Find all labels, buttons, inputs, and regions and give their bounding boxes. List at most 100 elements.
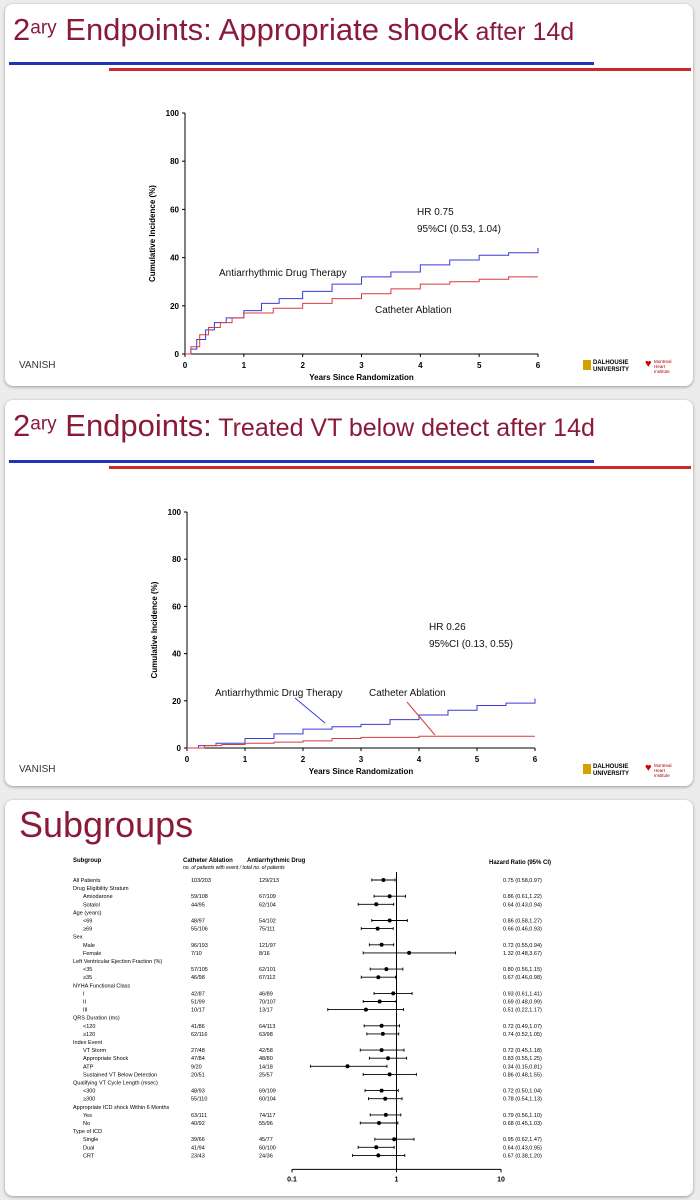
hazard-ratio-point	[387, 894, 392, 899]
hazard-ratio-value: 0.67 (0.46,0.98)	[503, 975, 542, 981]
header-antiarrhythmic: Antiarrhythmic Drug	[247, 858, 306, 864]
header-hazard-ratio: Hazard Ratio (95% CI)	[489, 860, 551, 866]
subgroup-label: III	[83, 1008, 88, 1014]
drug-count: 55/96	[259, 1121, 273, 1127]
subgroup-header: Qualifying VT Cycle Length (msec)	[73, 1081, 158, 1087]
title-underline-blue	[9, 62, 594, 65]
drug-count: 46/89	[259, 991, 273, 997]
x-axis-label: Years Since Randomization	[309, 767, 414, 776]
subgroup-label: Amiodarone	[83, 894, 113, 900]
title-main: Endpoints:	[56, 408, 212, 443]
hazard-ratio-value: 0.69 (0.48,0.99)	[503, 1000, 542, 1006]
subgroup-label: Male	[83, 943, 95, 949]
x-tick-label: 2	[301, 755, 306, 764]
hazard-ratio-label: HR 0.75	[417, 207, 454, 218]
drug-count: 8/16	[259, 951, 270, 957]
series-label-antiarrhythmic: Antiarrhythmic Drug Therapy	[215, 688, 343, 699]
series-label-ablation: Catheter Ablation	[369, 688, 446, 699]
ablation-count: 46/98	[191, 975, 205, 981]
hazard-ratio-point	[387, 918, 392, 923]
ablation-count: 51/99	[191, 1000, 205, 1006]
y-tick-label: 100	[168, 508, 182, 517]
series-label-antiarrhythmic: Antiarrhythmic Drug Therapy	[219, 268, 347, 279]
hazard-ratio-value: 0.95 (0.62,1.47)	[503, 1137, 542, 1143]
hazard-ratio-value: 0.79 (0.56,1.10)	[503, 1113, 542, 1119]
subgroup-label: No	[83, 1121, 90, 1127]
hazard-ratio-value: 0.86 (0.61,1.22)	[503, 894, 542, 900]
hazard-ratio-point	[379, 942, 384, 947]
hazard-ratio-value: 0.86 (0.58,1.27)	[503, 919, 542, 925]
drug-count: 74/117	[259, 1113, 275, 1119]
y-tick-label: 80	[172, 555, 181, 564]
subgroup-header: Left Ventricular Ejection Fraction (%)	[73, 959, 162, 965]
x-tick-label: 1	[242, 361, 247, 370]
title-underline-blue	[9, 460, 594, 463]
subgroup-label: <69	[83, 919, 92, 925]
series-line-antiarrhythmic	[185, 247, 539, 355]
title-prefix: 2	[13, 408, 31, 443]
ablation-count: 55/110	[191, 1097, 207, 1103]
slide-appropriate-shock: 2ary Endpoints: Appropriate shock after …	[5, 4, 693, 386]
subgroup-label: II	[83, 1000, 87, 1006]
ablation-count: 48/93	[191, 1089, 205, 1095]
slide-title: 2ary Endpoints: Treated VT below detect …	[13, 408, 595, 444]
drug-count: 67/112	[259, 975, 275, 981]
hazard-ratio-value: 0.86 (0.48,1.55)	[503, 1072, 542, 1078]
title-main: Endpoints: Appropriate shock	[56, 12, 469, 47]
hazard-ratio-point	[380, 1031, 385, 1036]
subgroup-label: ≥69	[83, 927, 92, 933]
title-superscript: ary	[30, 413, 57, 435]
hazard-ratio-point	[375, 926, 380, 931]
hazard-ratio-value: 0.68 (0.45,1.03)	[503, 1121, 542, 1127]
hazard-ratio-value: 0.72 (0.45,1.18)	[503, 1048, 542, 1054]
subgroup-label: Dual	[83, 1145, 94, 1151]
vanish-logo-text: VANISH	[19, 360, 56, 371]
subgroup-label: <300	[83, 1089, 95, 1095]
confidence-interval-label: 95%CI (0.53, 1.04)	[417, 224, 501, 235]
hazard-ratio-point	[392, 1137, 397, 1142]
mh-logo-line1: Montreal	[654, 359, 672, 364]
mh-logo-line2: Heart	[654, 364, 666, 369]
drug-count: 62/104	[259, 902, 276, 908]
x-tick-label: 6	[533, 755, 538, 764]
hazard-ratio-value: 0.75 (0.58,0.97)	[503, 878, 542, 884]
x-tick-label: 3	[359, 361, 364, 370]
dalhousie-logo: DALHOUSIE UNIVERSITY	[583, 764, 629, 778]
hazard-ratio-point	[383, 1112, 388, 1117]
title-tail: Treated VT below detect after 14d	[211, 414, 595, 442]
mh-logo-line3: Institute	[654, 369, 670, 374]
hazard-ratio-point	[407, 950, 412, 955]
montreal-heart-logo: ♥ Montreal Heart Institute	[645, 762, 672, 779]
y-tick-label: 40	[170, 254, 179, 263]
hazard-ratio-point	[374, 902, 379, 907]
vanish-logo-text: VANISH	[19, 764, 56, 775]
hazard-ratio-value: 0.72 (0.50,1.04)	[503, 1089, 542, 1095]
subgroup-header: Drug Eligibility Stratum	[73, 886, 129, 892]
y-tick-label: 40	[172, 650, 181, 659]
ablation-count: 48/97	[191, 919, 205, 925]
ablation-count: 57/105	[191, 967, 208, 973]
ablation-count: 42/87	[191, 991, 205, 997]
dalhousie-logo: DALHOUSIE UNIVERSITY	[583, 360, 629, 374]
hazard-ratio-point	[384, 967, 389, 972]
x-tick-label: 3	[359, 755, 364, 764]
forest-x-tick-label: 10	[497, 1176, 505, 1183]
subgroup-header: Appropriate ICD shock Within 6 Months	[73, 1105, 170, 1111]
drug-count: 45/77	[259, 1137, 273, 1143]
hazard-ratio-value: 1.32 (0.48,3.67)	[503, 951, 542, 957]
hazard-ratio-value: 0.74 (0.52,1.05)	[503, 1032, 542, 1038]
y-tick-label: 80	[170, 157, 179, 166]
series-line-antiarrhythmic	[187, 698, 536, 749]
ablation-count: 59/108	[191, 894, 208, 900]
km-chart: 0 20 40 60 80 100 0 1 2 3 4 5 6 Years Since Randomiza…	[148, 109, 541, 380]
drug-count: 60/100	[259, 1145, 276, 1151]
drug-count: 54/102	[259, 919, 276, 925]
title-prefix: 2	[13, 12, 31, 47]
series-label-ablation: Catheter Ablation	[375, 305, 452, 316]
drug-count: 48/80	[259, 1056, 273, 1062]
drug-count: 121/97	[259, 943, 276, 949]
drug-count: 24/36	[259, 1153, 273, 1159]
ablation-count: 40/92	[191, 1121, 205, 1127]
y-axis-label: Cumulative Incidence (%)	[148, 185, 157, 282]
ablation-count: 44/95	[191, 902, 205, 908]
